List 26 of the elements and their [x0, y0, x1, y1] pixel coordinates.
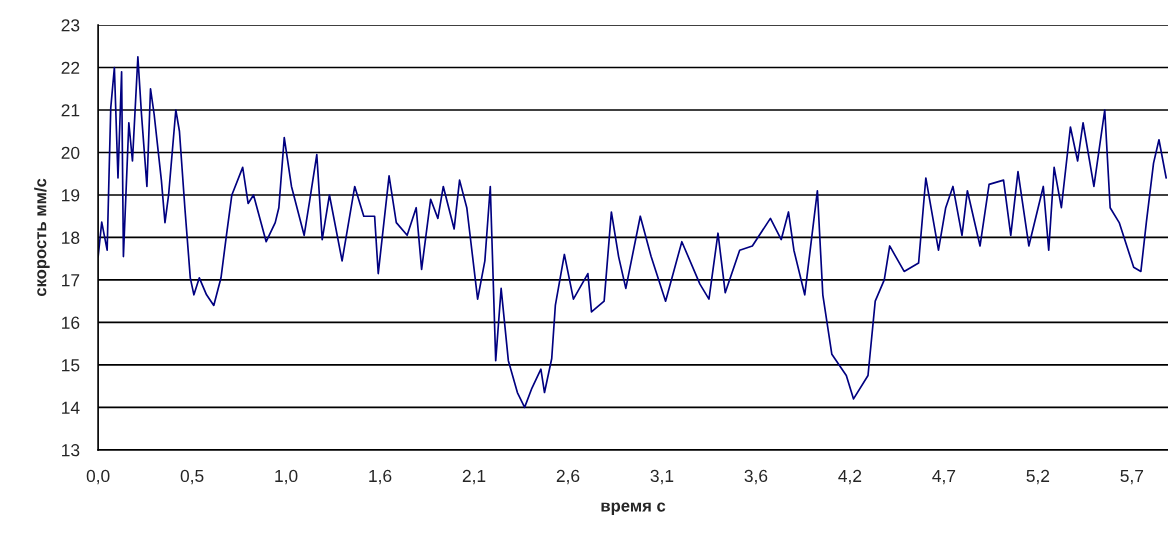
x-tick-label: 3,1	[650, 469, 674, 485]
x-tick-label: 1,6	[369, 469, 392, 485]
x-tick-label: 2,6	[556, 469, 580, 485]
y-tick-label: 15	[62, 359, 80, 372]
x-tick-label: 0,5	[180, 469, 204, 485]
y-tick-label: 22	[61, 61, 80, 74]
x-tick-label: 3,6	[744, 469, 768, 485]
y-tick-label: 16	[62, 316, 80, 329]
x-axis-title: время с	[601, 502, 666, 515]
y-tick-label: 19	[62, 189, 80, 202]
x-tick-label: 5,2	[1026, 469, 1050, 485]
line-series	[98, 56, 1168, 409]
x-tick-label: 4,2	[838, 469, 862, 485]
y-tick-label: 13	[62, 444, 80, 457]
y-axis-title: скорость мм/с	[34, 178, 50, 297]
y-tick-label: 20	[61, 146, 80, 159]
y-tick-label: 17	[62, 274, 80, 287]
x-tick-label: 4,7	[932, 469, 956, 485]
x-tick-label: 1,0	[275, 469, 298, 485]
y-tick-label: 21	[61, 104, 80, 117]
y-tick-label: 18	[62, 231, 80, 244]
x-tick-label: 2,1	[462, 469, 486, 485]
x-tick-label: 0,0	[86, 469, 110, 485]
y-tick-label: 23	[61, 19, 80, 32]
y-tick-label: 14	[62, 401, 80, 414]
x-tick-label: 5,7	[1120, 469, 1144, 485]
